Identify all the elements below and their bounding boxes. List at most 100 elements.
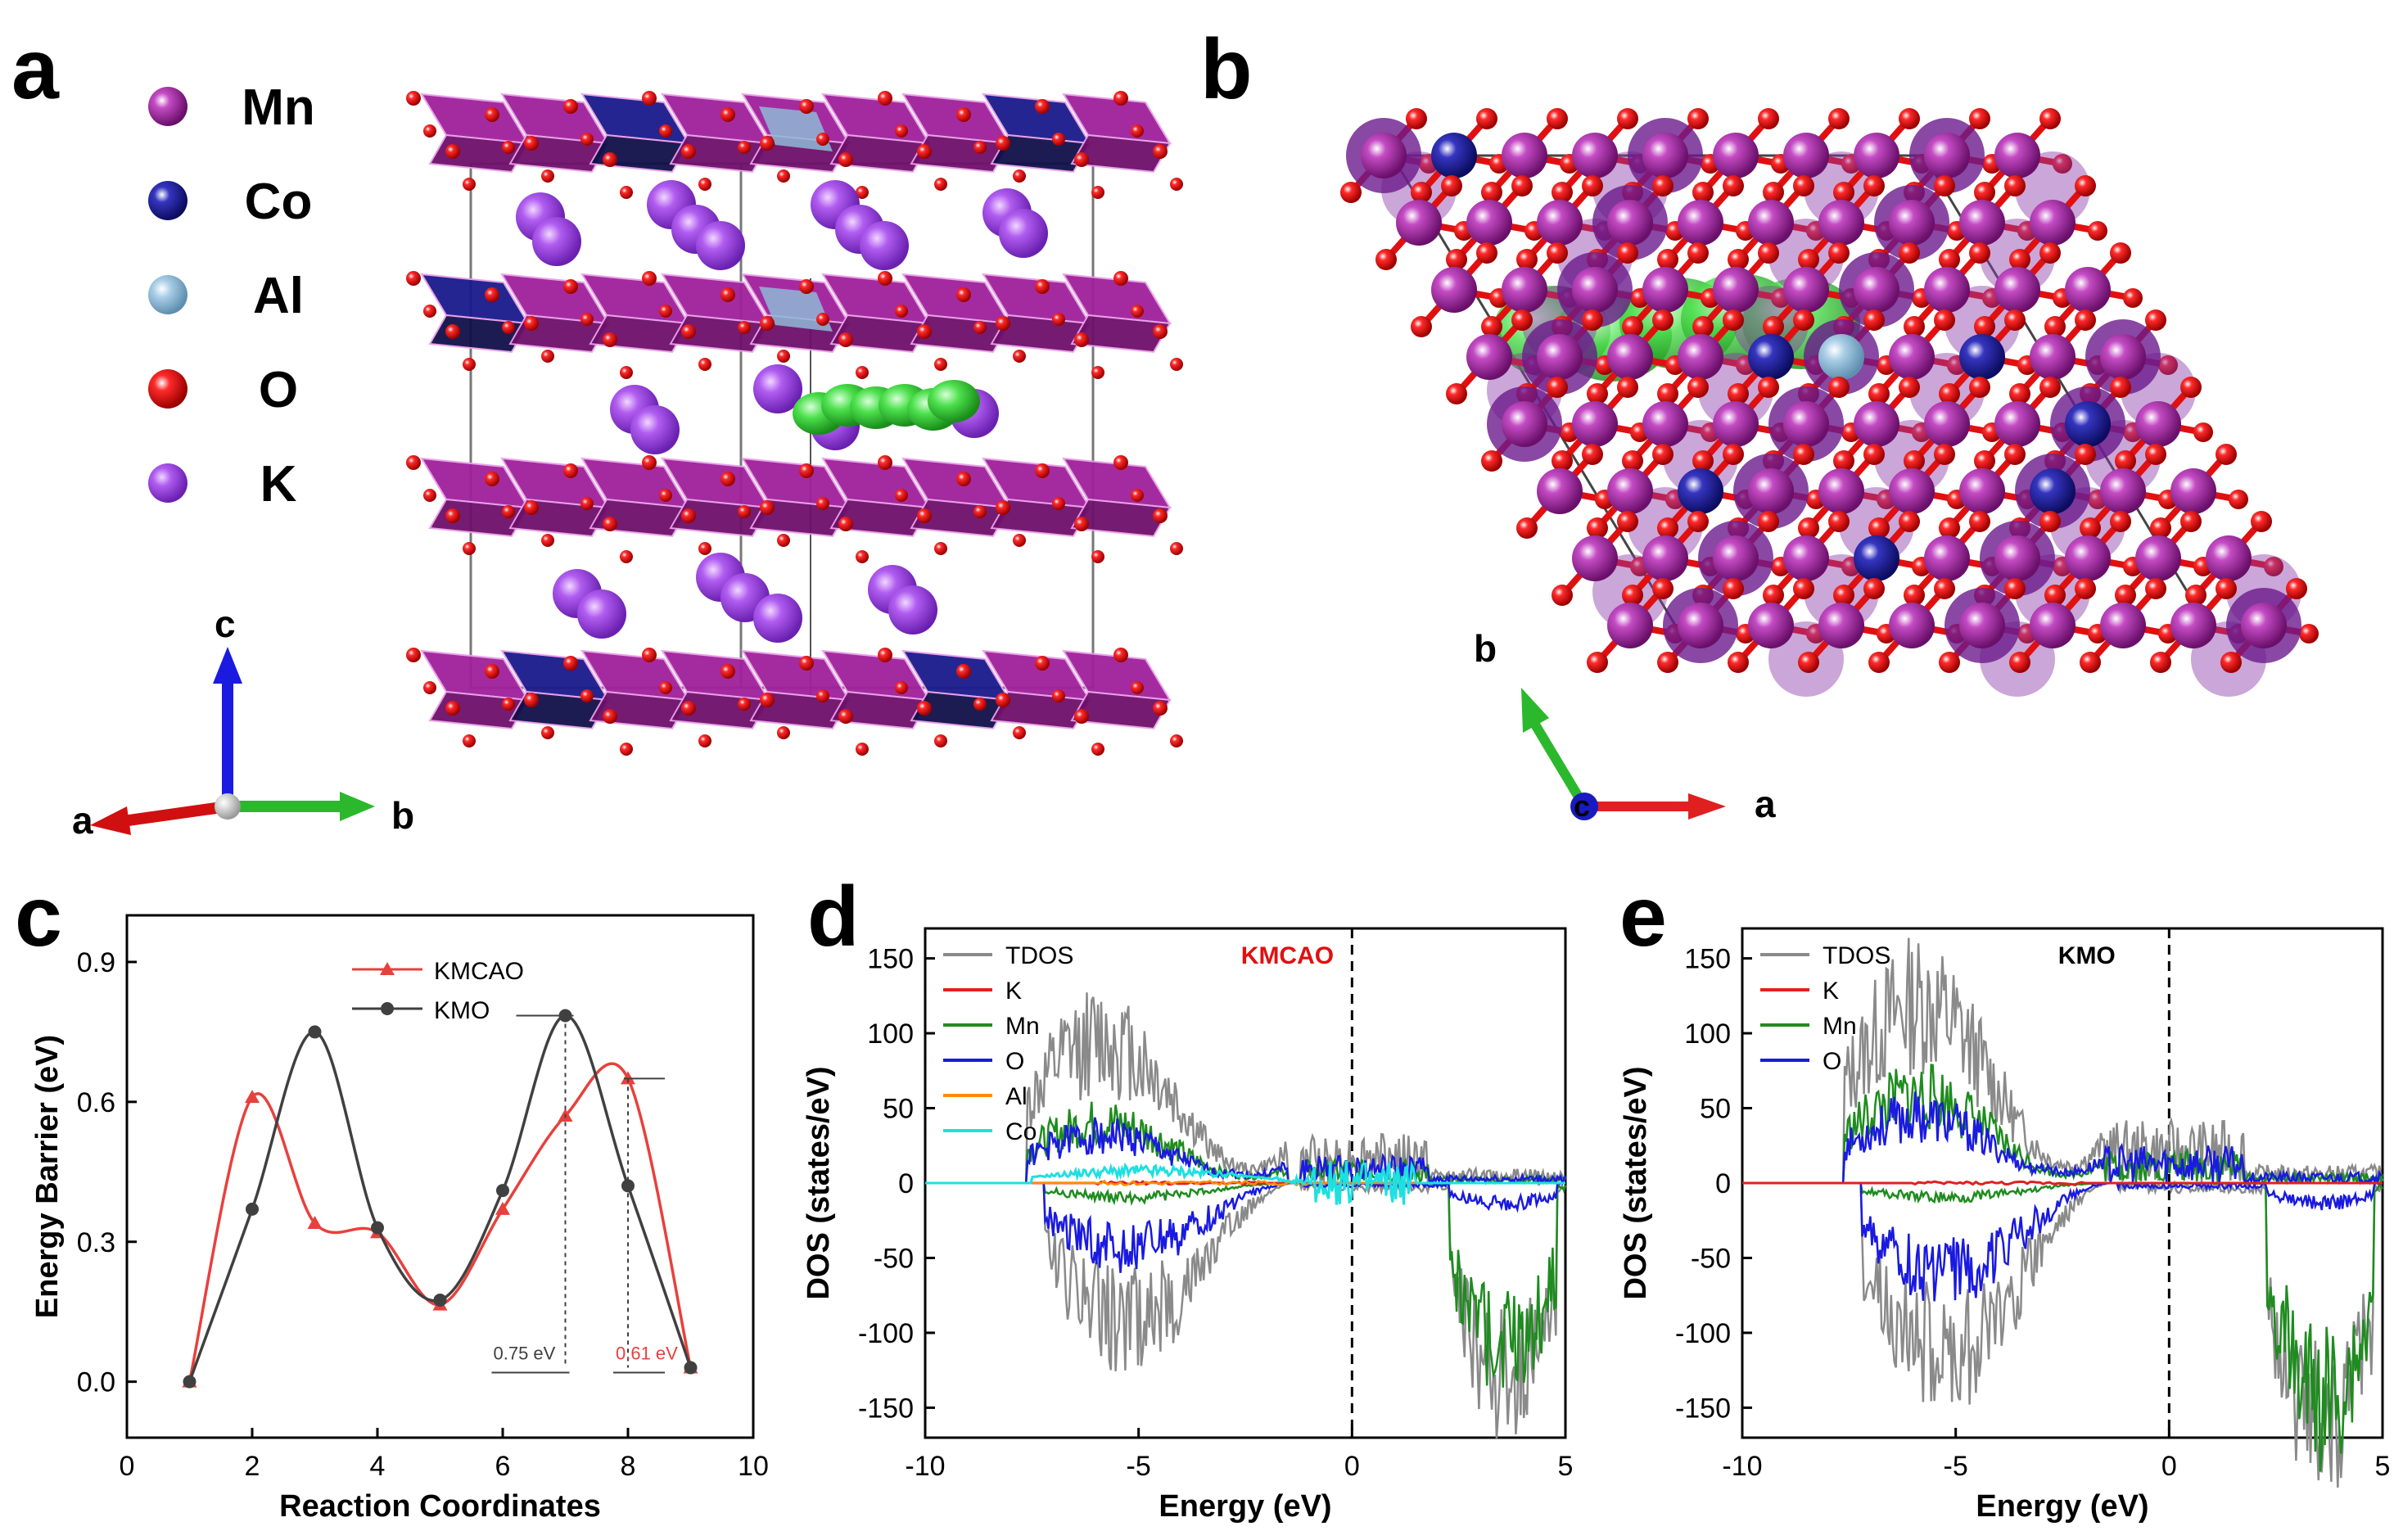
x-tick-label: 2 — [245, 1451, 260, 1482]
oxygen-atom — [2039, 511, 2061, 532]
oxygen-atom — [642, 455, 657, 470]
oxygen-atom — [917, 701, 932, 716]
manganese-atom — [1854, 401, 1899, 447]
oxygen-atom — [1934, 578, 1955, 599]
oxygen-atom — [1969, 108, 1990, 129]
oxygen-atom — [1035, 463, 1050, 478]
panel-label-b: b — [1200, 22, 1253, 117]
oxygen-atom — [406, 455, 421, 470]
oxygen-atom — [1692, 182, 1714, 203]
manganese-atom — [1889, 200, 1935, 246]
oxygen-atom — [1728, 249, 1749, 270]
oxygen-atom — [1828, 108, 1850, 129]
manganese-atom — [2030, 603, 2076, 648]
oxygen-atom — [956, 287, 971, 302]
panel-b-axis-triad: c b a — [1474, 627, 1776, 825]
oxygen-atom — [1863, 309, 1885, 331]
oxygen-atom — [1692, 450, 1714, 472]
chart-title: KMCAO — [1241, 942, 1334, 969]
oxygen-atom — [1723, 444, 1744, 465]
oxygen-atom — [681, 701, 696, 716]
oxygen-atom — [1793, 309, 1814, 331]
aluminum-atom — [1818, 334, 1864, 380]
oxygen-atom — [620, 366, 633, 379]
oxygen-atom — [1868, 652, 1890, 673]
panel-a-crystal-structure — [406, 91, 1183, 756]
oxygen-atom — [1863, 578, 1885, 599]
oxygen-atom — [1622, 585, 1643, 606]
oxygen-atom — [1974, 182, 1995, 203]
oxygen-atom — [1758, 108, 1779, 129]
oxygen-atom — [1833, 182, 1854, 203]
legend-mn-label: Mn — [1005, 1013, 1040, 1040]
oxygen-atom — [1170, 542, 1183, 555]
manganese-atom — [1818, 468, 1864, 514]
oxygen-atom — [485, 472, 499, 486]
oxygen-atom — [738, 698, 751, 711]
oxygen-atom — [406, 271, 421, 286]
oxygen-atom — [620, 743, 633, 756]
series-kmo-point — [496, 1184, 509, 1198]
manganese-atom — [1713, 535, 1759, 581]
y-axis-label: Energy Barrier (eV) — [30, 1035, 65, 1318]
oxygen-atom — [2216, 578, 2237, 599]
legend-kmo-label: KMO — [434, 997, 490, 1024]
oxygen-atom — [917, 324, 932, 339]
oxygen-atom — [2004, 578, 2026, 599]
oxygen-atom — [2251, 511, 2272, 532]
panel-a-legend: Mn Co Al OK — [148, 79, 315, 513]
manganese-atom — [2135, 535, 2181, 581]
oxygen-atom — [838, 152, 853, 167]
legend-o-label: O — [1005, 1048, 1024, 1075]
y-tick-label: 50 — [883, 1094, 914, 1125]
potassium-atom — [696, 221, 745, 270]
oxygen-atom — [1052, 497, 1065, 510]
oxygen-atom — [2264, 557, 2283, 576]
oxygen-atom — [738, 141, 751, 154]
oxygen-atom — [973, 505, 987, 518]
manganese-atom — [2170, 468, 2216, 514]
oxygen-atom — [1074, 332, 1089, 347]
oxygen-atom — [1763, 182, 1784, 203]
panel-label-c: c — [15, 869, 62, 964]
oxygen-atom — [2009, 249, 2030, 270]
oxygen-atom — [659, 681, 672, 694]
oxygen-atom — [1899, 242, 1920, 264]
oxygen-atom — [603, 517, 617, 531]
oxygen-atom — [1652, 444, 1674, 465]
octahedral-layer — [406, 648, 1183, 756]
oxygen-atom — [445, 701, 460, 716]
x-tick-label: 6 — [495, 1451, 511, 1482]
manganese-atom — [1607, 603, 1653, 648]
oxygen-atom — [720, 664, 735, 679]
oxygen-atom — [524, 500, 539, 515]
oxygen-atom — [1798, 249, 1819, 270]
oxygen-atom — [799, 99, 814, 114]
oxygen-atom — [838, 517, 853, 531]
oxygen-atom — [1657, 517, 1678, 539]
oxygen-atom — [1170, 178, 1183, 191]
oxygen-atom — [1758, 377, 1779, 398]
oxygen-atom — [1582, 444, 1603, 465]
potassium-atom — [753, 364, 802, 413]
oxygen-atom — [878, 455, 892, 470]
oxygen-atom — [423, 681, 436, 694]
oxygen-atom — [2075, 175, 2096, 196]
oxygen-atom — [1091, 743, 1104, 756]
oxygen-atom — [524, 316, 539, 331]
manganese-atom — [1678, 334, 1723, 380]
legend-k-label: K — [1823, 978, 1839, 1005]
oxygen-atom — [659, 489, 672, 502]
legend-o-sphere — [148, 369, 187, 409]
octahedral-layer — [406, 91, 1183, 199]
oxygen-atom — [1934, 444, 1955, 465]
y-tick-label: -150 — [1675, 1393, 1731, 1424]
oxygen-atom — [1974, 450, 1995, 472]
oxygen-atom — [1863, 444, 1885, 465]
oxygen-atom — [1476, 108, 1497, 129]
oxygen-atom — [1723, 578, 1744, 599]
y-tick-label: 0 — [1715, 1168, 1731, 1199]
manganese-atom — [1889, 603, 1935, 648]
oxygen-atom — [2004, 175, 2026, 196]
oxygen-atom — [463, 358, 476, 371]
